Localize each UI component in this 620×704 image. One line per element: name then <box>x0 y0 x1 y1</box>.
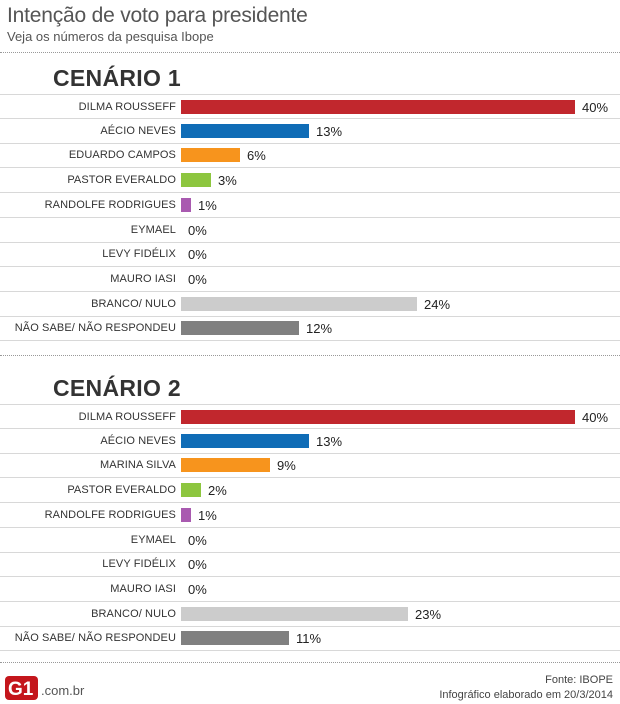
bar <box>181 507 191 522</box>
category-label: MARINA SILVA <box>100 459 176 472</box>
value-label: 2% <box>208 483 227 499</box>
category-label: BRANCO/ NULO <box>91 297 176 310</box>
category-label: NÃO SABE/ NÃO RESPONDEU <box>14 322 176 335</box>
category-label: NÃO SABE/ NÃO RESPONDEU <box>14 632 176 645</box>
category-label: EYMAEL <box>130 533 176 546</box>
header: Intenção de voto para presidente Veja os… <box>7 4 613 45</box>
chart-row: AÉCIO NEVES 13% <box>0 119 620 144</box>
category-label: EYMAEL <box>130 223 176 236</box>
chart-row: PASTOR EVERALDO 3% <box>0 168 620 194</box>
chart-row: MARINA SILVA 9% <box>0 453 620 479</box>
category-label: LEVY FIDÉLIX <box>102 248 176 261</box>
bar <box>181 321 299 336</box>
bar <box>181 483 201 498</box>
value-label: 0% <box>188 222 207 238</box>
bar <box>181 173 211 188</box>
credit-text: Infográfico elaborado em 20/3/2014 <box>439 689 613 701</box>
scenario-1-chart: CENÁRIO 1 DILMA ROUSSEFF 40% AÉCIO NEVES 13… <box>0 60 620 342</box>
value-label: 11% <box>296 631 322 647</box>
g1-domain-text: .com.br <box>41 683 85 698</box>
category-label: DILMA ROUSSEFF <box>78 101 176 113</box>
value-label: 0% <box>188 247 207 263</box>
chart-row: RANDOLFE RODRIGUES 1% <box>0 503 620 528</box>
value-label: 1% <box>198 197 217 213</box>
bar <box>181 296 417 311</box>
bar <box>181 606 408 621</box>
value-label: 9% <box>277 458 296 474</box>
bar <box>181 410 575 424</box>
value-label: 23% <box>415 606 442 622</box>
category-label: BRANCO/ NULO <box>91 607 176 620</box>
category-label: PASTOR EVERALDO <box>67 484 176 497</box>
bar <box>181 197 191 212</box>
value-label: 0% <box>188 532 207 548</box>
header-divider <box>0 52 620 53</box>
value-label: 13% <box>316 433 343 449</box>
chart-row: NÃO SABE/ NÃO RESPONDEU 11% <box>0 626 620 652</box>
bar <box>181 631 289 646</box>
bar <box>181 433 309 448</box>
value-label: 0% <box>188 271 207 287</box>
value-label: 1% <box>198 507 217 523</box>
g1-logo-text: G1 <box>8 679 34 700</box>
bar <box>181 123 309 138</box>
bar <box>181 458 270 473</box>
g1-logo: G1 .com.br <box>5 676 115 700</box>
chart-row: BRANCO/ NULO 23% <box>0 602 620 627</box>
scenario-divider <box>0 355 620 356</box>
category-label: RANDOLFE RODRIGUES <box>44 198 176 211</box>
footer-credits: Fonte: IBOPE Infográfico elaborado em 20… <box>439 673 613 703</box>
value-label: 13% <box>316 123 343 139</box>
chart-row: AÉCIO NEVES 13% <box>0 429 620 454</box>
value-label: 24% <box>424 296 451 312</box>
category-label: LEVY FIDÉLIX <box>102 558 176 571</box>
g1-logo-icon: G1 .com.br <box>5 676 85 700</box>
category-label: DILMA ROUSSEFF <box>78 411 176 423</box>
chart-row: LEVY FIDÉLIX 0% <box>0 242 620 268</box>
value-label: 40% <box>582 410 609 425</box>
chart-row: RANDOLFE RODRIGUES 1% <box>0 193 620 218</box>
chart-row: EYMAEL 0% <box>0 218 620 243</box>
bar <box>181 100 575 114</box>
chart-row: BRANCO/ NULO 24% <box>0 292 620 317</box>
scenario-2-chart: CENÁRIO 2 DILMA ROUSSEFF 40% AÉCIO NEVES 13… <box>0 370 620 652</box>
chart-row: DILMA ROUSSEFF 40% <box>0 404 620 429</box>
category-label: MAURO IASI <box>110 582 176 595</box>
value-label: 12% <box>306 321 333 337</box>
category-label: PASTOR EVERALDO <box>67 174 176 187</box>
scenario-title: CENÁRIO 2 <box>53 375 181 401</box>
chart-row: NÃO SABE/ NÃO RESPONDEU 12% <box>0 316 620 342</box>
chart-row: DILMA ROUSSEFF 40% <box>0 94 620 119</box>
value-label: 6% <box>247 148 266 164</box>
footer-divider <box>0 662 620 663</box>
value-label: 0% <box>188 557 207 573</box>
category-label: AÉCIO NEVES <box>100 434 176 447</box>
chart-row: MAURO IASI 0% <box>0 267 620 292</box>
chart-row: EDUARDO CAMPOS 6% <box>0 143 620 169</box>
value-label: 3% <box>218 173 237 189</box>
chart-row: MAURO IASI 0% <box>0 577 620 602</box>
chart-row: LEVY FIDÉLIX 0% <box>0 552 620 578</box>
page-title: Intenção de voto para presidente <box>7 4 308 27</box>
category-label: MAURO IASI <box>110 272 176 285</box>
chart-row: EYMAEL 0% <box>0 528 620 553</box>
category-label: EDUARDO CAMPOS <box>68 149 176 162</box>
bar <box>181 148 240 163</box>
page-subtitle: Veja os números da pesquisa Ibope <box>7 29 214 44</box>
value-label: 0% <box>188 581 207 597</box>
source-text: Fonte: IBOPE <box>545 674 613 686</box>
category-label: AÉCIO NEVES <box>100 124 176 137</box>
value-label: 40% <box>582 100 609 115</box>
chart-row: PASTOR EVERALDO 2% <box>0 478 620 504</box>
category-label: RANDOLFE RODRIGUES <box>44 508 176 521</box>
scenario-title: CENÁRIO 1 <box>53 65 181 91</box>
